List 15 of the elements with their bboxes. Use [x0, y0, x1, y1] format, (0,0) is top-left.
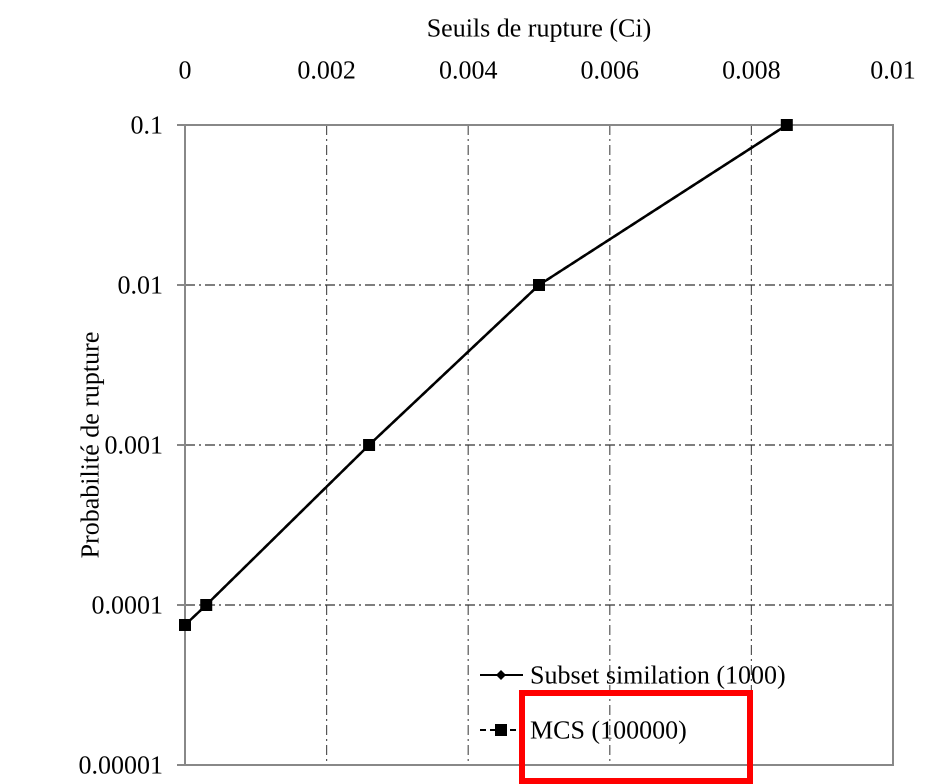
- y-tick-label: 0.01: [118, 270, 163, 300]
- x-tick-label: 0.008: [722, 56, 781, 84]
- x-tick-label: 0.004: [438, 56, 498, 84]
- x-axis-title: Seuils de rupture (Ci): [426, 14, 652, 42]
- y-tick-label: 0.001: [104, 430, 163, 460]
- legend-label: Subset similation (1000): [530, 660, 786, 690]
- y-tick-label: 0.0001: [92, 590, 163, 620]
- x-tick-label: 0.002: [297, 56, 356, 84]
- x-tick-label: 0: [178, 56, 192, 84]
- x-tick-label: 0.006: [580, 56, 640, 84]
- x-tick-label: 0.01: [870, 56, 916, 84]
- y-tick-label: 0.00001: [78, 750, 163, 780]
- y-tick-label: 0.1: [130, 110, 163, 140]
- legend-label: MCS (100000): [530, 716, 687, 744]
- y-axis-title: Probabilité de rupture: [76, 332, 104, 558]
